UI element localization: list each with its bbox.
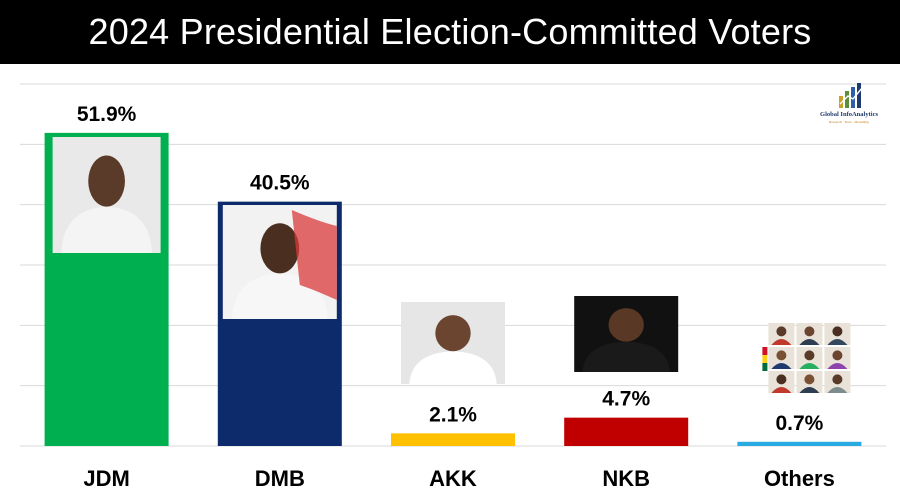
bar-akk	[391, 433, 515, 446]
montage-body	[827, 338, 848, 345]
data-labels: 51.9% 40.5% 2.1% 4.7% 0.7%	[77, 103, 824, 435]
category-label-jdm: JDM	[83, 466, 129, 491]
person-head	[88, 155, 125, 207]
bars	[44, 132, 862, 446]
montage-head	[804, 374, 815, 385]
montage-head	[832, 374, 843, 385]
montage-body	[771, 362, 792, 369]
montage-head	[832, 326, 843, 337]
montage-body	[771, 338, 792, 345]
candidate-photo-jdm	[52, 137, 161, 253]
montage-body	[827, 362, 848, 369]
person-body	[409, 351, 497, 384]
montage-head	[776, 326, 787, 337]
flag-stripe	[762, 363, 768, 371]
candidate-photos	[52, 137, 851, 393]
data-label-jdm: 51.9%	[77, 103, 137, 126]
chart-title: 2024 Presidential Election-Committed Vot…	[88, 11, 812, 52]
category-labels: JDM DMB AKK NKB Others	[83, 466, 834, 491]
montage-head	[804, 350, 815, 361]
montage-body	[799, 338, 820, 345]
chart-title-bar: 2024 Presidential Election-Committed Vot…	[0, 0, 900, 64]
data-label-others: 0.7%	[775, 412, 823, 435]
global-info-analytics-logo: Global InfoAnalytics Research · Data · M…	[818, 82, 880, 130]
logo-bars-icon	[839, 83, 863, 108]
candidate-photo-nkb	[574, 296, 679, 372]
data-label-akk: 2.1%	[429, 403, 477, 426]
logo-name: Global InfoAnalytics	[820, 111, 878, 118]
montage-head	[804, 326, 815, 337]
candidate-photo-akk	[401, 302, 505, 384]
category-label-dmb: DMB	[255, 466, 305, 491]
person-body	[61, 206, 152, 253]
person-body	[582, 341, 670, 372]
montage-head	[776, 374, 787, 385]
montage-head	[776, 350, 787, 361]
person-head	[608, 308, 644, 342]
category-label-others: Others	[764, 466, 835, 491]
logo-tagline: Research · Data · Modelling	[829, 120, 869, 124]
data-label-dmb: 40.5%	[250, 172, 310, 195]
category-label-akk: AKK	[429, 466, 477, 491]
montage-body	[799, 362, 820, 369]
candidate-photo-others	[762, 323, 851, 393]
data-label-nkb: 4.7%	[602, 388, 650, 411]
montage-body	[827, 386, 848, 393]
flag-decoration	[291, 210, 337, 300]
flag-stripe	[762, 355, 768, 363]
flag-stripe	[762, 347, 768, 355]
montage-head	[832, 350, 843, 361]
bar-others	[737, 441, 862, 446]
bar-nkb	[564, 417, 689, 446]
montage-body	[771, 386, 792, 393]
montage-body	[799, 386, 820, 393]
person-head	[435, 315, 471, 352]
category-label-nkb: NKB	[602, 466, 650, 491]
person-head	[260, 223, 300, 274]
candidate-photo-dmb	[222, 205, 337, 319]
